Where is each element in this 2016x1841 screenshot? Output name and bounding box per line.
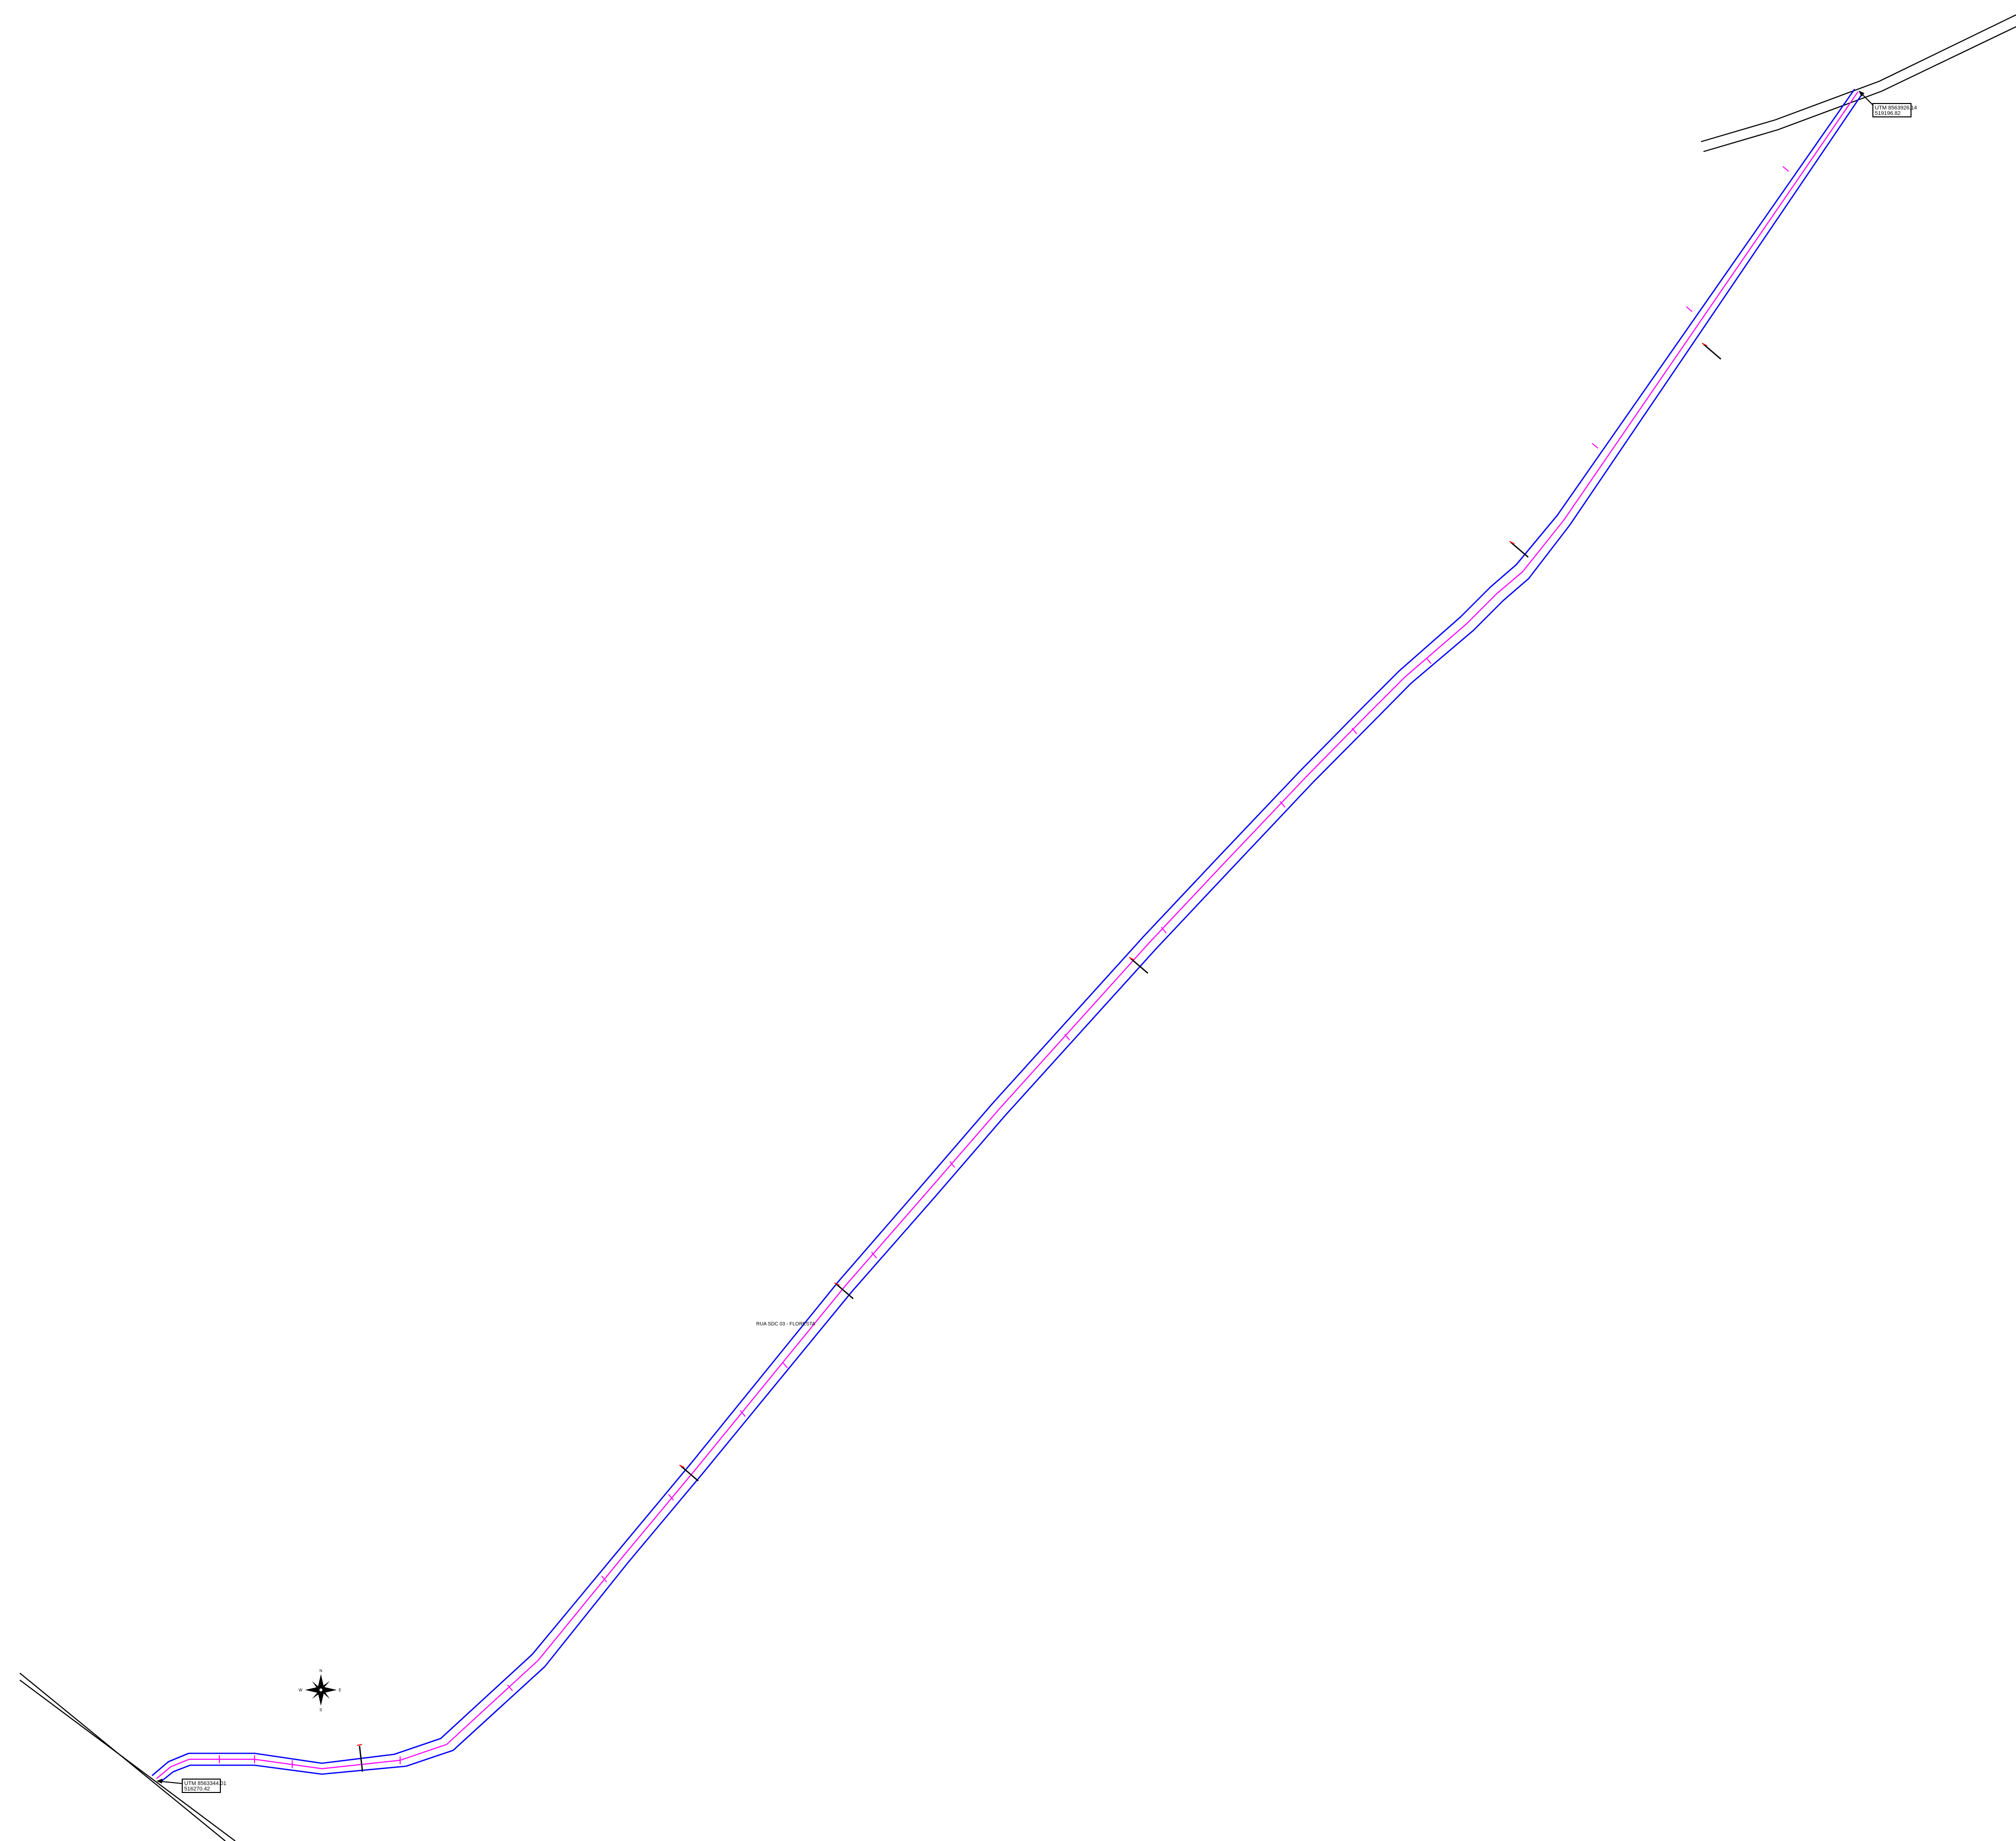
route-edge-right <box>160 94 1863 1783</box>
section-line <box>1130 958 1148 974</box>
section-line <box>680 1466 699 1481</box>
station-tick <box>740 1410 746 1417</box>
section-red-tick <box>1509 541 1515 544</box>
compass-south-label: S <box>319 1708 322 1712</box>
route-alignment <box>152 89 1863 1783</box>
station-tick <box>949 1161 955 1168</box>
section-marker <box>1702 343 1721 360</box>
end-marker-line1: UTM 8563926.14 <box>1875 105 1917 111</box>
station-tick <box>1782 166 1789 172</box>
compass-west-label: W <box>299 1688 303 1692</box>
section-red-tick <box>357 1744 362 1746</box>
existing-road-south-edge-b <box>19 1680 236 1841</box>
start-marker-arrow-icon <box>156 1779 162 1784</box>
end-coordinate-marker: UTM 8563926.14 519196.82 <box>1859 91 1917 117</box>
north-arrow-compass: N S E W <box>299 1669 341 1712</box>
section-line <box>1703 344 1721 360</box>
station-tick <box>1161 927 1167 934</box>
existing-road-north-edge-a <box>1701 14 2016 143</box>
route-centerline <box>156 91 1859 1779</box>
start-marker-box <box>182 1779 221 1793</box>
station-tick <box>507 1684 513 1691</box>
station-tick <box>1686 306 1693 312</box>
section-marker <box>1129 957 1148 974</box>
station-tick <box>1426 657 1432 664</box>
section-red-tick <box>834 1282 840 1286</box>
start-marker-line2: 516270.42 <box>184 1786 210 1792</box>
section-line <box>359 1745 363 1772</box>
station-tick <box>871 1252 877 1259</box>
end-marker-line2: 519196.82 <box>1875 110 1901 116</box>
compass-east-label: E <box>339 1688 341 1692</box>
compass-center <box>319 1688 322 1691</box>
existing-road-south <box>19 1673 236 1841</box>
station-tick <box>1351 728 1357 735</box>
centerline-stations <box>219 166 1789 1768</box>
section-marker <box>357 1744 363 1772</box>
section-marker <box>679 1465 699 1481</box>
existing-road-north <box>1701 14 2016 153</box>
end-marker-box <box>1872 103 1912 117</box>
existing-road-north-edge-b <box>1703 26 2016 153</box>
start-marker-line1: UTM 8563344.01 <box>184 1781 226 1787</box>
start-coordinate-marker: UTM 8563344.01 516270.42 <box>156 1779 226 1793</box>
station-tick <box>782 1362 788 1368</box>
section-line <box>1510 542 1529 558</box>
section-markers <box>357 343 1721 1772</box>
end-marker-arrow-icon <box>1859 91 1864 97</box>
compass-north-label: N <box>319 1669 322 1673</box>
station-tick <box>1592 443 1599 449</box>
station-tick <box>601 1576 607 1582</box>
section-marker <box>834 1282 854 1299</box>
section-line <box>835 1283 854 1299</box>
street-label: RUA SDC 03 - FLORESTA <box>756 1321 816 1327</box>
section-red-tick <box>1129 957 1135 960</box>
station-tick <box>1064 1034 1070 1041</box>
station-tick <box>1280 801 1286 808</box>
route-edge-left <box>152 89 1856 1776</box>
section-red-tick <box>679 1465 685 1468</box>
section-marker <box>1509 541 1529 558</box>
station-tick <box>668 1494 674 1501</box>
section-red-tick <box>1702 343 1707 346</box>
